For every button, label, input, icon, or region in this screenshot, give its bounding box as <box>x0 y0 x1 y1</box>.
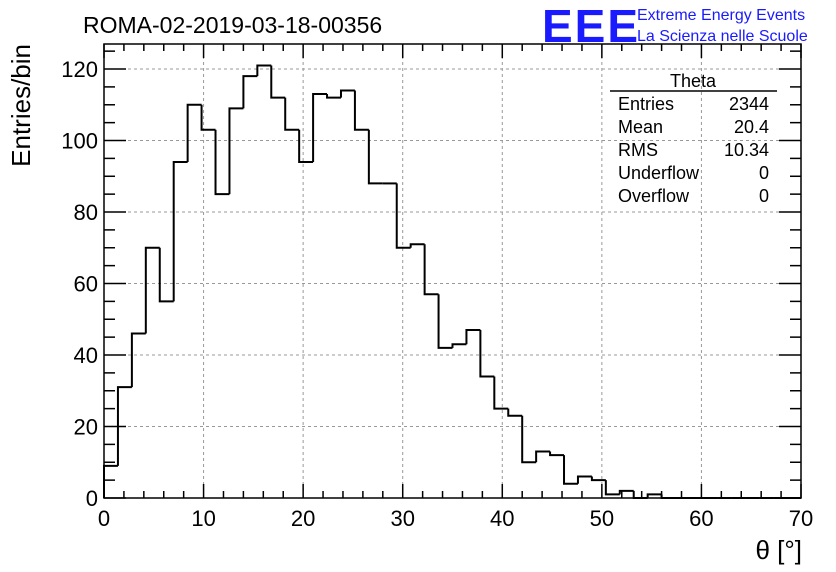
x-tick-label: 70 <box>789 506 813 531</box>
axis-ticks <box>103 44 802 499</box>
histogram-bin <box>353 90 369 131</box>
histogram-bin <box>423 244 439 296</box>
stats-label: Mean <box>618 117 663 137</box>
y-tick-labels: 0 20 40 60 80 100 120 <box>61 57 98 511</box>
stats-value: 20.4 <box>734 117 769 137</box>
histogram-bin <box>256 64 272 77</box>
stats-value: 10.34 <box>724 140 769 160</box>
histogram-bin <box>298 129 314 163</box>
histogram-bin <box>437 294 453 349</box>
histogram-bin <box>604 480 620 496</box>
x-tick-label: 50 <box>590 506 614 531</box>
eee-subtitle-line1: Extreme Energy Events <box>637 7 805 24</box>
histogram-bin <box>521 415 537 464</box>
histogram-bin <box>632 490 648 499</box>
histogram-bin <box>339 89 355 98</box>
x-axis-label: θ [°] <box>755 535 802 565</box>
stats-rows: Entries 2344 Mean 20.4 RMS 10.34 Underflow 0 Ove… <box>618 94 769 206</box>
histogram-bin <box>618 489 634 495</box>
histogram-bin <box>367 129 383 185</box>
stats-box: Theta Entries 2344 Mean 20.4 RMS 10.34 Underfl… <box>610 71 777 206</box>
y-tick-label: 80 <box>74 200 98 225</box>
histogram-bin <box>395 183 411 249</box>
eee-subtitle-line2: La Scienza nelle Scuole <box>637 28 808 45</box>
y-tick-label: 120 <box>61 57 98 82</box>
histogram-bin <box>563 455 578 485</box>
histogram-bin <box>116 386 132 466</box>
stats-label: Entries <box>618 94 674 114</box>
stats-value: 2344 <box>729 94 769 114</box>
y-tick-label: 60 <box>74 272 98 297</box>
x-tick-label: 10 <box>191 506 215 531</box>
histogram-bin <box>465 328 481 345</box>
histogram-bin <box>479 329 495 378</box>
stats-label: RMS <box>618 140 658 160</box>
stats-value: 0 <box>759 163 769 183</box>
stats-value: 0 <box>759 186 769 206</box>
y-axis-label: Entries/bin <box>6 44 36 167</box>
plot-frame <box>103 43 802 499</box>
histogram-bin <box>507 408 523 417</box>
histogram-bin <box>186 103 202 162</box>
histogram-bin <box>590 476 606 482</box>
stats-label: Overflow <box>618 186 690 206</box>
histogram-bin <box>326 94 341 99</box>
y-tick-label: 40 <box>74 343 98 368</box>
histogram-bin <box>214 129 230 196</box>
y-tick-label: 100 <box>61 129 98 154</box>
x-tick-label: 0 <box>98 506 110 531</box>
histogram-bin <box>228 107 244 195</box>
stats-title: Theta <box>670 71 717 91</box>
histogram-bin <box>535 450 551 463</box>
histogram-bin <box>549 451 565 457</box>
histogram-bin <box>646 493 662 498</box>
histogram-bin <box>158 247 174 303</box>
histogram-bin <box>103 464 118 498</box>
histogram-bin <box>172 160 188 302</box>
histogram-series <box>103 64 801 499</box>
histogram-bin <box>451 343 467 348</box>
histogram-bin <box>200 104 216 131</box>
run-title: ROMA-02-2019-03-18-00356 <box>83 12 382 38</box>
grid-lines <box>104 44 801 498</box>
histogram-bin <box>270 65 286 99</box>
x-tick-label: 30 <box>390 506 414 531</box>
histogram-bin <box>312 93 328 162</box>
histogram-bin <box>144 246 160 334</box>
histogram-bin <box>409 243 425 248</box>
histogram-bin <box>242 75 258 109</box>
x-tick-labels: 0 10 20 30 40 50 60 70 <box>98 506 813 531</box>
histogram-bin <box>493 376 509 410</box>
y-tick-label: 0 <box>86 486 98 511</box>
stats-label: Underflow <box>618 163 700 183</box>
x-tick-label: 60 <box>689 506 713 531</box>
histogram-bin <box>576 475 592 484</box>
x-tick-label: 40 <box>490 506 514 531</box>
histogram-bin <box>130 332 146 388</box>
y-tick-label: 20 <box>74 415 98 440</box>
histogram-bin <box>284 97 300 131</box>
x-tick-label: 20 <box>291 506 315 531</box>
